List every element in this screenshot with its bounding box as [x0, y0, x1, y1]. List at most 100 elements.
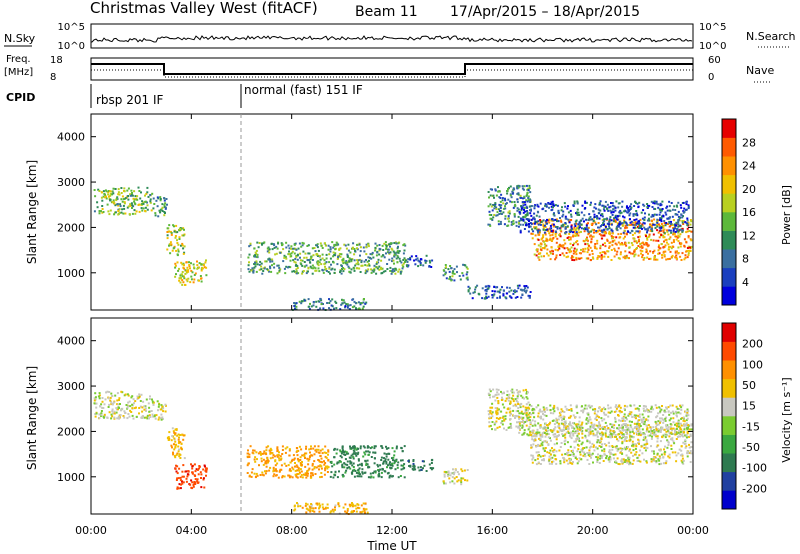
- power-cell: [647, 204, 649, 207]
- power-cell: [542, 234, 545, 237]
- power-cell: [643, 222, 646, 225]
- velocity-cell: [681, 457, 684, 460]
- velocity-cell: [118, 417, 121, 420]
- power-cell: [498, 190, 501, 193]
- power-cell: [560, 220, 563, 223]
- velocity-cell: [112, 412, 115, 415]
- power-cell: [545, 229, 547, 231]
- velocity-cell: [135, 415, 138, 418]
- power-cell: [591, 222, 594, 225]
- power-cell: [642, 203, 645, 206]
- velocity-cell: [684, 439, 687, 442]
- power-cell: [523, 208, 525, 211]
- power-cell: [579, 219, 582, 222]
- velocity-cell: [421, 460, 424, 463]
- velocity-cell: [686, 417, 689, 420]
- power-cell: [644, 228, 647, 231]
- power-cell: [530, 205, 533, 207]
- power-cell: [144, 200, 147, 203]
- velocity-cell: [536, 457, 539, 460]
- power-cell: [516, 207, 519, 210]
- velocity-cell: [572, 433, 575, 435]
- velocity-cell: [394, 468, 397, 471]
- power-cell: [600, 234, 603, 237]
- velocity-cell: [319, 465, 322, 468]
- velocity-cell: [644, 449, 647, 452]
- velocity-cell: [174, 428, 177, 431]
- power-cell: [340, 253, 343, 256]
- velocity-cell: [588, 433, 591, 436]
- power-cell: [353, 248, 356, 250]
- power-cell: [328, 298, 330, 301]
- power-cell: [154, 212, 157, 215]
- velocity-cell: [690, 452, 693, 455]
- velocity-cell: [643, 443, 646, 446]
- power-cell: [520, 209, 523, 212]
- velocity-cell: [672, 440, 675, 443]
- velocity-cell: [320, 457, 323, 460]
- power-cell: [506, 192, 509, 195]
- velocity-cell: [181, 480, 183, 483]
- velocity-cell: [248, 475, 251, 478]
- power-cell: [592, 235, 595, 238]
- velocity-cell: [566, 441, 569, 444]
- velocity-cell: [608, 441, 610, 444]
- velocity-cell: [560, 442, 563, 444]
- power-cell: [517, 193, 520, 196]
- velocity-cell: [545, 440, 548, 443]
- power-cell: [179, 274, 182, 277]
- velocity-cell: [127, 413, 130, 415]
- velocity-cell: [299, 475, 302, 478]
- velocity-cell: [136, 395, 139, 398]
- power-cell: [617, 206, 620, 209]
- power-cell: [338, 253, 341, 255]
- power-cell: [529, 296, 531, 299]
- velocity-cell: [497, 402, 500, 405]
- velocity-cell: [653, 430, 656, 433]
- velocity-cell: [253, 458, 256, 461]
- power-cell: [617, 257, 620, 260]
- velocity-cell: [656, 435, 659, 438]
- velocity-cell: [269, 452, 272, 455]
- power-cell: [646, 237, 649, 240]
- power-cell: [324, 242, 326, 245]
- power-cell: [633, 255, 636, 258]
- power-cell: [375, 266, 378, 269]
- power-cell: [685, 231, 688, 234]
- velocity-cell: [626, 446, 629, 448]
- velocity-cell: [525, 424, 528, 427]
- power-cell: [116, 196, 119, 199]
- velocity-cell: [633, 422, 636, 425]
- power-cell: [608, 232, 611, 235]
- velocity-cell: [306, 474, 309, 477]
- power-cell: [295, 268, 298, 271]
- velocity-cell: [338, 470, 340, 473]
- power-cell: [581, 217, 584, 220]
- velocity-cell: [412, 460, 415, 463]
- power-cell: [351, 306, 354, 309]
- power-cell: [392, 259, 395, 262]
- power-cell: [573, 223, 576, 226]
- power-cell: [626, 224, 629, 227]
- velocity-cell: [527, 401, 530, 404]
- power-cell: [554, 248, 557, 251]
- velocity-cell: [595, 416, 598, 419]
- velocity-cell: [559, 460, 562, 463]
- power-cell: [101, 205, 104, 207]
- power-cell: [248, 253, 251, 256]
- velocity-cell: [690, 446, 693, 448]
- velocity-cell: [371, 446, 373, 449]
- velocity-cell: [605, 413, 608, 416]
- velocity-cell: [197, 473, 200, 476]
- power-cell: [649, 250, 652, 253]
- power-cell: [690, 220, 693, 223]
- power-cell: [401, 267, 404, 270]
- power-cell: [667, 248, 670, 251]
- power-cell: [156, 205, 159, 208]
- velocity-cell: [637, 441, 640, 444]
- power-cell: [674, 256, 677, 259]
- power-cell: [324, 265, 326, 268]
- power-cell: [293, 260, 296, 263]
- velocity-cell: [98, 417, 101, 419]
- power-cell: [182, 262, 185, 265]
